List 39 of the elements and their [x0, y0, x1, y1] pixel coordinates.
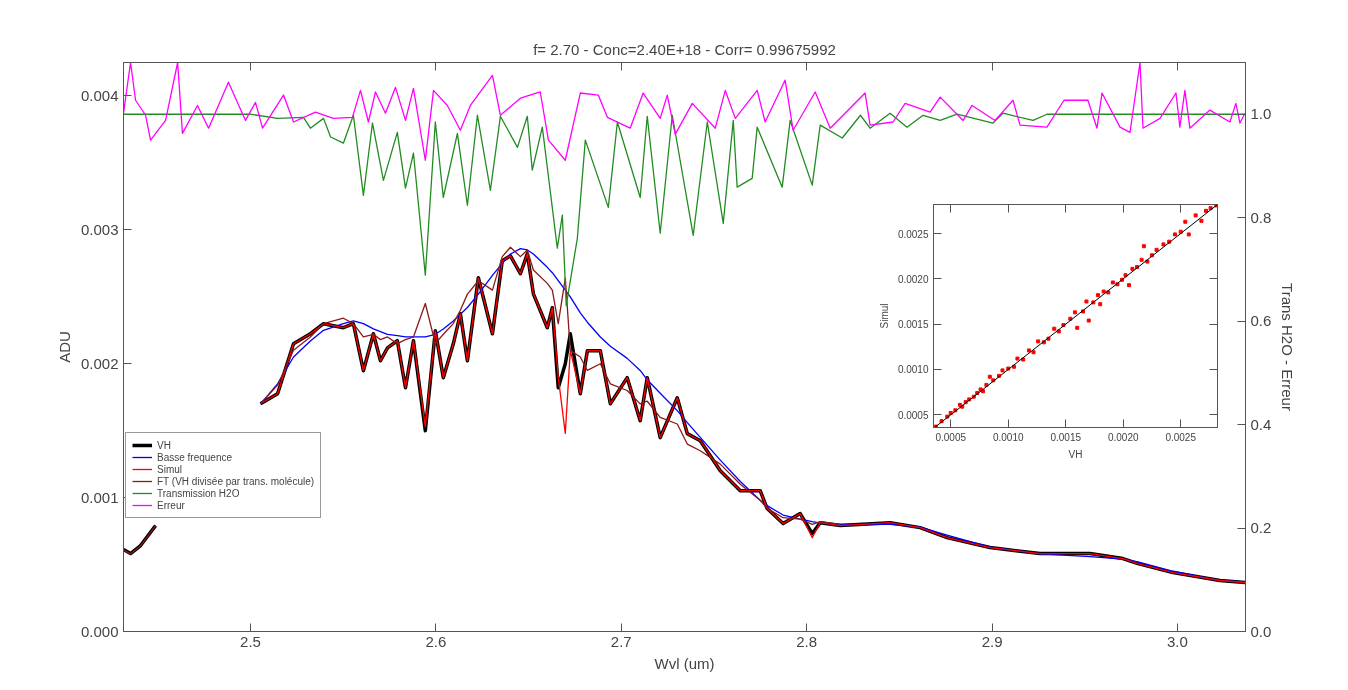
legend-label: VH	[157, 439, 172, 451]
y-axis-title: ADU	[55, 331, 73, 363]
x-tick-label: 2.7	[610, 632, 632, 650]
x-tick-label: 0.0005	[935, 431, 967, 443]
y-tick-label: 0.004	[80, 86, 119, 104]
y-axis-title: Simul	[878, 303, 890, 329]
x-tick-label: 0.0025	[1165, 431, 1197, 443]
x-tick-label: 2.5	[240, 632, 261, 650]
x-tick-label: 0.0015	[1050, 431, 1082, 443]
x-tick-label: 2.8	[796, 632, 818, 650]
y-tick-label: 0.0010	[897, 364, 929, 376]
y2-axis-title: Trans H2O - Erreur	[1279, 283, 1297, 411]
y-tick-label: 0.002	[80, 354, 119, 372]
y-tick-label: 0.0015	[897, 319, 929, 331]
legend-label: FT (VH divisée par trans. molécule)	[157, 475, 315, 487]
y-tick-label: 0.0005	[897, 409, 929, 421]
x-axis-title: VH	[1068, 448, 1083, 460]
chart-title: f= 2.70 - Conc=2.40E+18 - Corr= 0.99675992	[533, 40, 836, 58]
y2-tick-label: 0.8	[1250, 208, 1272, 226]
x-tick-label: 2.9	[981, 632, 1003, 650]
x-axis-title: Wvl (um)	[654, 654, 715, 672]
legend-label: Erreur	[157, 499, 185, 511]
x-tick-label: 3.0	[1167, 632, 1188, 650]
y-tick-label: 0.0020	[897, 273, 929, 285]
legend-label: Basse frequence	[157, 451, 233, 463]
y-tick-label: 0.003	[80, 220, 119, 238]
x-tick-label: 0.0010	[992, 431, 1024, 443]
legend-label: Transmission H2O	[157, 487, 240, 499]
x-tick-label: 0.0020	[1107, 431, 1139, 443]
y2-tick-label: 0.2	[1250, 519, 1272, 537]
y2-tick-label: 1.0	[1250, 105, 1272, 123]
x-tick-label: 2.6	[425, 632, 447, 650]
y2-tick-label: 0.0	[1250, 622, 1272, 640]
y-tick-label: 0.001	[80, 488, 119, 506]
y2-tick-label: 0.4	[1250, 415, 1272, 433]
y-tick-label: 0.0025	[897, 228, 929, 240]
y-tick-label: 0.000	[80, 622, 119, 640]
y2-tick-label: 0.6	[1250, 312, 1272, 330]
legend-label: Simul	[157, 463, 183, 475]
